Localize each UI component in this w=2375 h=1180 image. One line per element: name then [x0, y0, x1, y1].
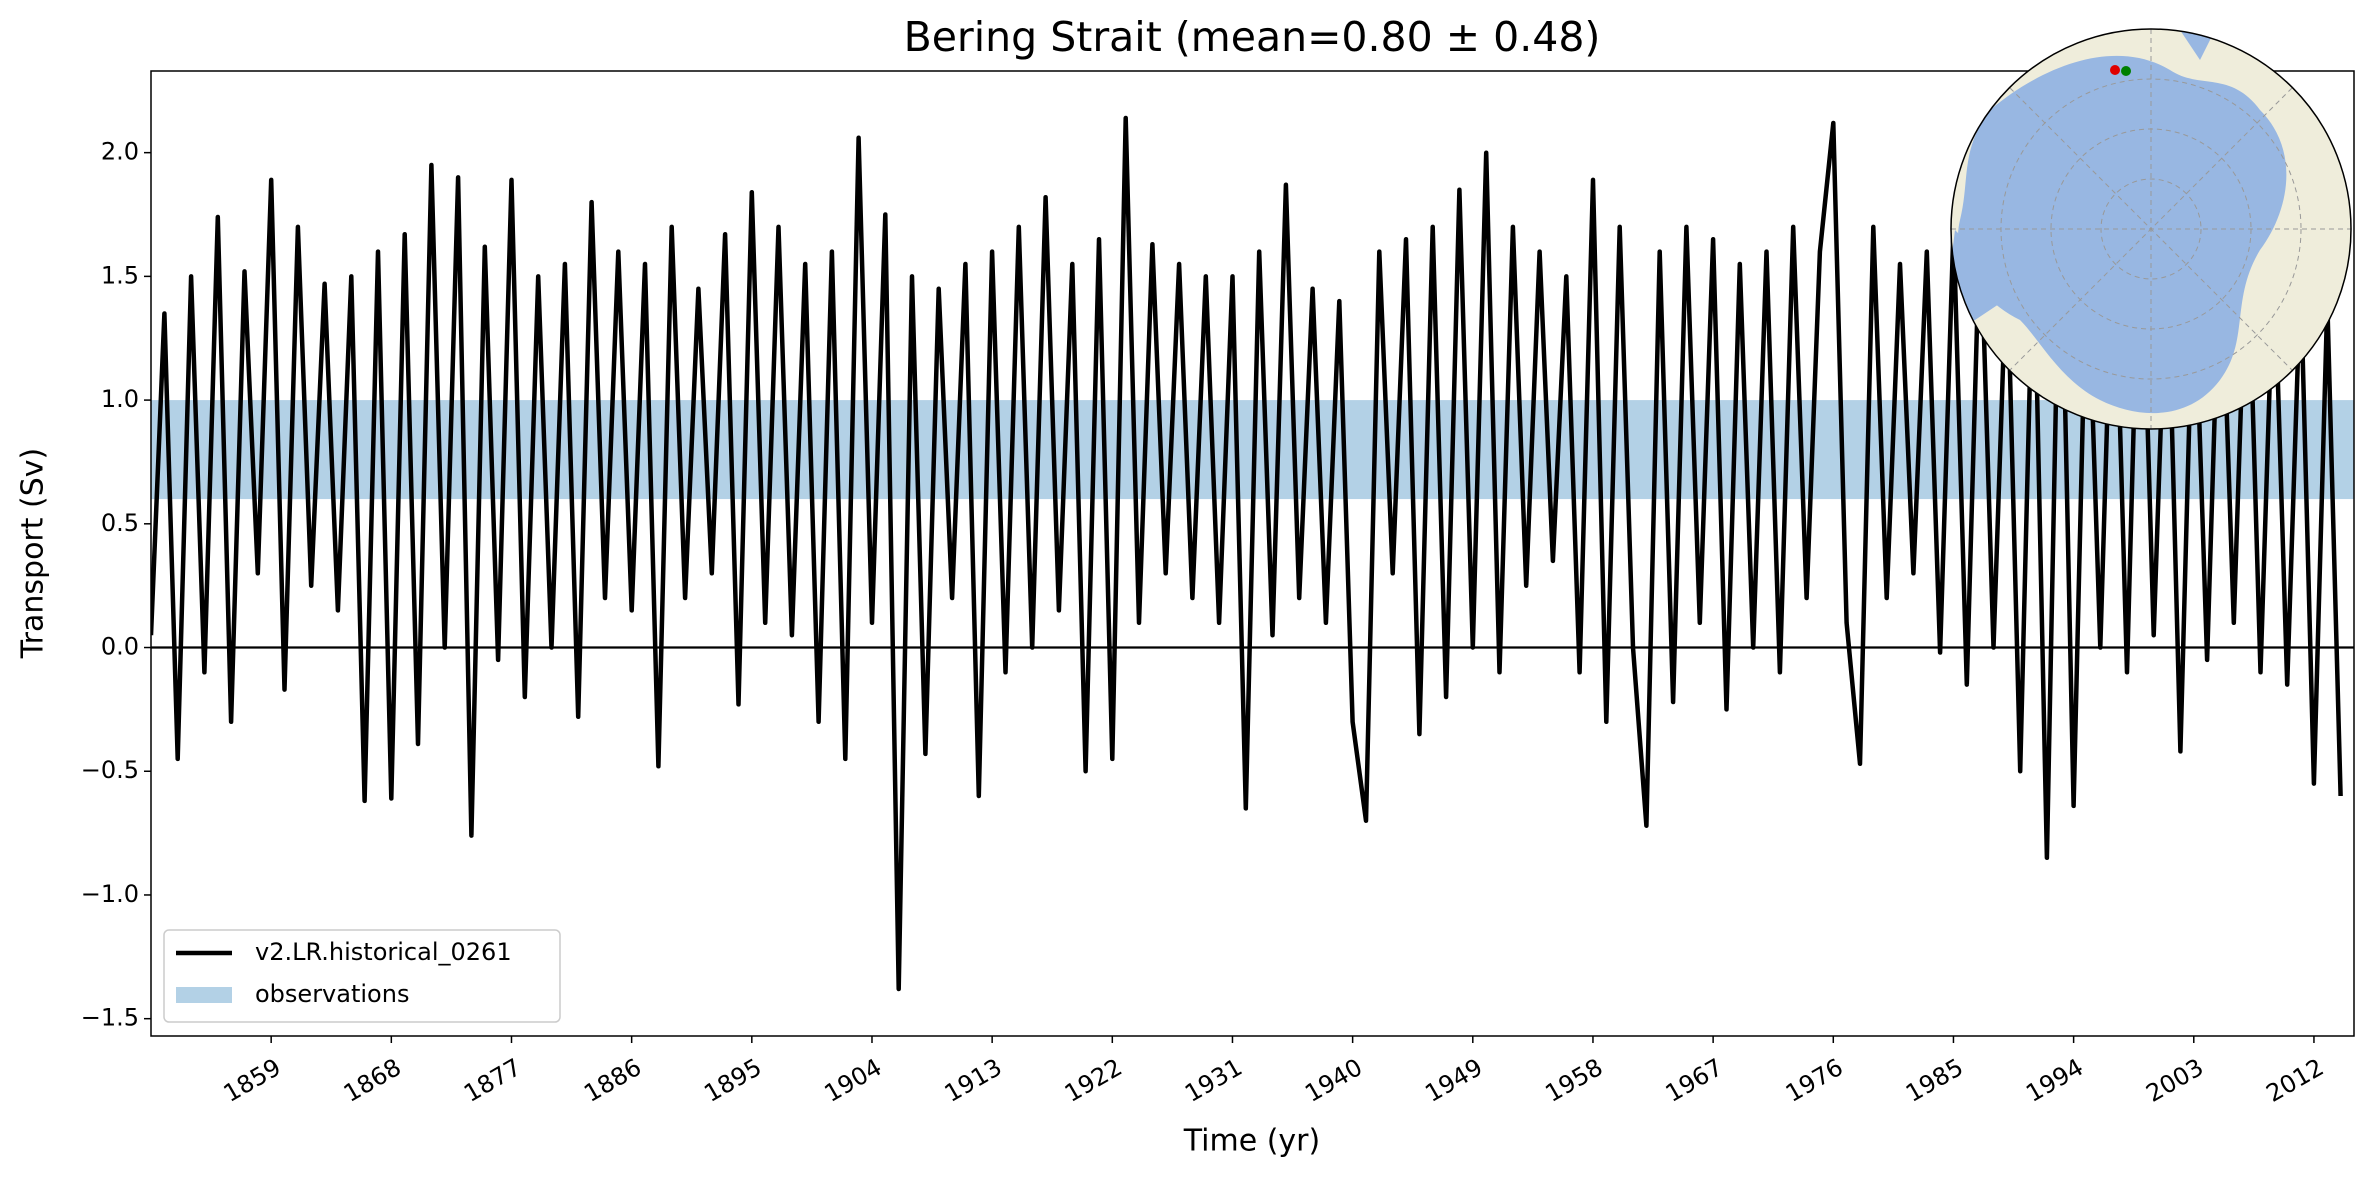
- legend-box: [163, 929, 561, 1023]
- axes-frame: [150, 70, 2355, 1037]
- x-tick-label: 1949: [1420, 1053, 1487, 1108]
- x-tick-label: 1967: [1661, 1053, 1728, 1108]
- x-tick-label: 1940: [1300, 1053, 1367, 1108]
- x-tick-label: 1859: [219, 1053, 286, 1108]
- x-tick-label: 2012: [2262, 1053, 2329, 1108]
- x-tick-label: 1877: [459, 1053, 526, 1108]
- x-tick-label: 1913: [940, 1053, 1007, 1108]
- y-tick-label: 2.0: [101, 138, 139, 166]
- y-tick-label: 0.5: [101, 509, 139, 537]
- legend-label: observations: [255, 980, 409, 1008]
- y-tick-label: 0.0: [101, 633, 139, 661]
- legend-label: v2.LR.historical_0261: [255, 938, 512, 966]
- y-tick-label: −1.0: [81, 880, 139, 908]
- y-tick-label: −0.5: [81, 756, 139, 784]
- y-tick-label: 1.5: [101, 261, 139, 289]
- chart-title: Bering Strait (mean=0.80 ± 0.48): [904, 13, 1601, 61]
- x-tick-label: 1904: [820, 1053, 887, 1108]
- x-tick-label: 1994: [2021, 1053, 2088, 1108]
- x-tick-label: 1931: [1180, 1053, 1247, 1108]
- y-tick-label: −1.5: [81, 1004, 139, 1032]
- x-axis-label: Time (yr): [1183, 1124, 1320, 1159]
- y-axis-label: Transport (Sv): [16, 448, 51, 660]
- x-tick-label: 1895: [699, 1053, 766, 1108]
- series-line: [151, 115, 2343, 992]
- x-tick-label: 1976: [1781, 1053, 1848, 1108]
- x-tick-label: 1886: [579, 1053, 646, 1108]
- x-tick-label: 1922: [1060, 1053, 1127, 1108]
- inset-map: [1950, 28, 2352, 430]
- legend: v2.LR.historical_0261 observations: [163, 929, 561, 1023]
- y-tick-label: 1.0: [101, 385, 139, 413]
- x-tick-label: 1868: [339, 1053, 406, 1108]
- x-tick-label: 1985: [1901, 1053, 1968, 1108]
- legend-patch: [176, 987, 232, 1003]
- x-tick-label: 1958: [1541, 1053, 1608, 1108]
- plot-area: [151, 115, 2354, 992]
- x-tick-label: 2003: [2141, 1053, 2208, 1108]
